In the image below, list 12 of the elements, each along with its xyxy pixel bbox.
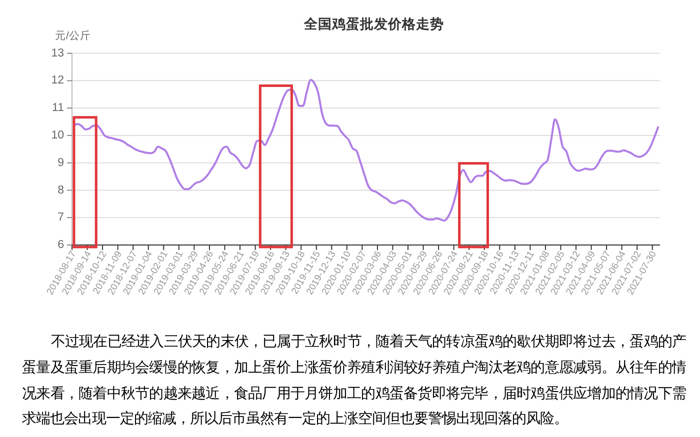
y-tick-label: 6: [58, 239, 64, 252]
y-tick-label: 13: [51, 47, 64, 60]
y-tick-label: 10: [51, 129, 64, 142]
y-tick-label: 12: [51, 74, 64, 87]
y-tick-label: 11: [52, 102, 64, 114]
y-tick-label: 9: [58, 156, 64, 169]
line-series: [72, 78, 660, 222]
y-tick-label: 7: [58, 212, 64, 224]
y-axis-title: 元/公斤: [55, 28, 91, 42]
chart-title: 全国鸡蛋批发价格走势: [303, 16, 444, 32]
text: 不过现在已经进入三伏天的末伏，已属于立秋时节，随着天气的转凉蛋鸡的歇伏期即将过去，蛋鸡的产蛋量及蛋重后期均会缓慢的恢复，加上蛋价上涨蛋价养殖利润较好养殖户淘汰老鸡的意愿减弱。从往年的情况来看，随着中秋节的越来越近，食品厂用于月饼加工的鸡蛋备货即将完毕，届时鸡蛋供应增加的情况下需求端也会出现一定的缩减，所以后市虽然有一定的上涨空间但也要警惕出现回落的风险。: [22, 332, 686, 430]
y-tick-label: 8: [58, 184, 64, 196]
